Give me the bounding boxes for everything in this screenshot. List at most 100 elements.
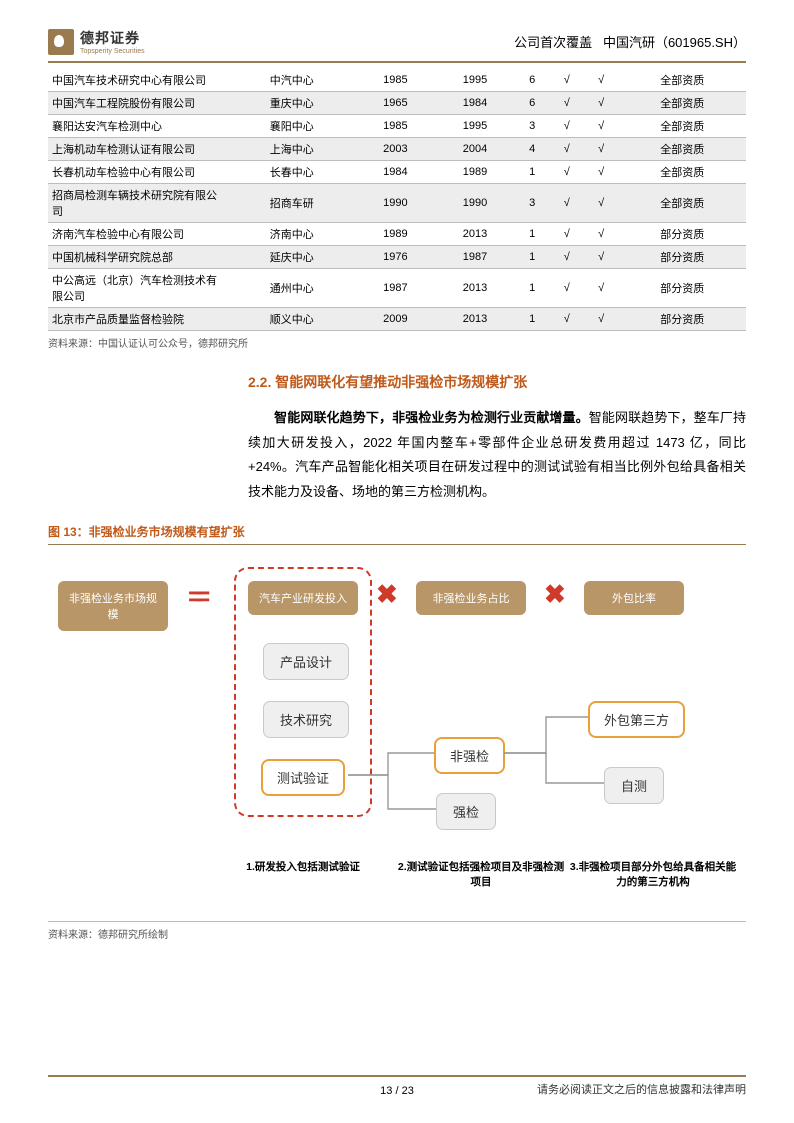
table-cell: 延庆中心 bbox=[228, 246, 356, 269]
table-cell: 1989 bbox=[356, 223, 436, 246]
table-row: 济南汽车检验中心有限公司济南中心198920131√√部分资质 bbox=[48, 223, 746, 246]
logo-subtitle: Topsperity Securities bbox=[80, 48, 145, 55]
table-row: 中公高远（北京）汽车检测技术有限公司通州中心198720131√√部分资质 bbox=[48, 269, 746, 308]
table-cell: 1990 bbox=[356, 184, 436, 223]
table-cell: 1 bbox=[515, 308, 550, 331]
table-cell: 全部资质 bbox=[618, 161, 746, 184]
table-cell: √ bbox=[550, 246, 584, 269]
table-row: 招商局检测车辆技术研究院有限公司招商车研199019903√√全部资质 bbox=[48, 184, 746, 223]
table-cell: 1990 bbox=[435, 184, 515, 223]
logo-icon bbox=[48, 29, 74, 55]
table-cell: 招商车研 bbox=[228, 184, 356, 223]
table-cell: 4 bbox=[515, 138, 550, 161]
caption-3: 3.非强检项目部分外包给具备相关能力的第三方机构 bbox=[568, 859, 738, 889]
table-cell: 北京市产品质量监督检验院 bbox=[48, 308, 228, 331]
table-cell: √ bbox=[584, 92, 618, 115]
table-cell: 2013 bbox=[435, 269, 515, 308]
multiply-icon: ✖ bbox=[376, 579, 398, 610]
equals-icon: == bbox=[188, 581, 202, 612]
table-cell: 招商局检测车辆技术研究院有限公司 bbox=[48, 184, 228, 223]
figure-diagram: 非强检业务市场规模 == 汽车产业研发投入 ✖ 非强检业务占比 ✖ 外包比率 产… bbox=[48, 561, 746, 921]
table-cell: 济南汽车检验中心有限公司 bbox=[48, 223, 228, 246]
table-cell: 上海中心 bbox=[228, 138, 356, 161]
table-cell: 1985 bbox=[356, 115, 436, 138]
table-cell: √ bbox=[584, 115, 618, 138]
header-rule bbox=[48, 61, 746, 63]
table-row: 中国汽车技术研究中心有限公司中汽中心198519956√√全部资质 bbox=[48, 69, 746, 92]
table-cell: 中公高远（北京）汽车检测技术有限公司 bbox=[48, 269, 228, 308]
table-cell: 2013 bbox=[435, 223, 515, 246]
table-cell: 全部资质 bbox=[618, 184, 746, 223]
table-cell: √ bbox=[584, 246, 618, 269]
table-cell: 1 bbox=[515, 246, 550, 269]
table-cell: 全部资质 bbox=[618, 92, 746, 115]
table-cell: √ bbox=[550, 269, 584, 308]
coverage-label: 公司首次覆盖 bbox=[514, 35, 592, 50]
table-cell: 2009 bbox=[356, 308, 436, 331]
figure-rule bbox=[48, 544, 746, 545]
table-source: 资料来源：中国认证认可公众号，德邦研究所 bbox=[48, 335, 746, 350]
page-header: 德邦证券 Topsperity Securities 公司首次覆盖 中国汽研（6… bbox=[48, 28, 746, 55]
footer-rule bbox=[48, 1075, 746, 1077]
box-design: 产品设计 bbox=[263, 643, 349, 680]
table-cell: 全部资质 bbox=[618, 69, 746, 92]
table-row: 中国机械科学研究院总部延庆中心197619871√√部分资质 bbox=[48, 246, 746, 269]
table-cell: 襄阳达安汽车检测中心 bbox=[48, 115, 228, 138]
table-cell: 3 bbox=[515, 184, 550, 223]
table-cell: 1995 bbox=[435, 115, 515, 138]
table-cell: 全部资质 bbox=[618, 115, 746, 138]
table-cell: 6 bbox=[515, 92, 550, 115]
figure-title: 图 13：非强检业务市场规模有望扩张 bbox=[48, 523, 746, 540]
table-cell: 中国机械科学研究院总部 bbox=[48, 246, 228, 269]
logo-name: 德邦证券 bbox=[80, 28, 145, 48]
caption-1: 1.研发投入包括测试验证 bbox=[218, 859, 388, 874]
footer: 请务必阅读正文之后的信息披露和法律声明 bbox=[48, 1081, 746, 1097]
section-title: 2.2. 智能网联化有望推动非强检市场规模扩张 bbox=[248, 372, 746, 392]
table-cell: 1995 bbox=[435, 69, 515, 92]
table-cell: √ bbox=[584, 308, 618, 331]
table-cell: √ bbox=[550, 184, 584, 223]
table-cell: 济南中心 bbox=[228, 223, 356, 246]
table-row: 襄阳达安汽车检测中心襄阳中心198519953√√全部资质 bbox=[48, 115, 746, 138]
table-cell: 1 bbox=[515, 161, 550, 184]
table-cell: 1984 bbox=[435, 92, 515, 115]
table-cell: 2003 bbox=[356, 138, 436, 161]
table-cell: 3 bbox=[515, 115, 550, 138]
eq-box-outsource: 外包比率 bbox=[584, 581, 684, 615]
table-cell: 部分资质 bbox=[618, 308, 746, 331]
qualification-table: 中国汽车技术研究中心有限公司中汽中心198519956√√全部资质中国汽车工程院… bbox=[48, 69, 746, 331]
table-cell: 1965 bbox=[356, 92, 436, 115]
table-cell: √ bbox=[584, 223, 618, 246]
table-cell: 襄阳中心 bbox=[228, 115, 356, 138]
table-cell: √ bbox=[584, 269, 618, 308]
box-outsource-3p: 外包第三方 bbox=[588, 701, 685, 738]
stock-label: 中国汽研（601965.SH） bbox=[603, 35, 746, 50]
table-cell: √ bbox=[584, 138, 618, 161]
table-cell: √ bbox=[584, 69, 618, 92]
header-right: 公司首次覆盖 中国汽研（601965.SH） bbox=[514, 32, 746, 51]
box-tech: 技术研究 bbox=[263, 701, 349, 738]
table-cell: √ bbox=[550, 223, 584, 246]
table-cell: 通州中心 bbox=[228, 269, 356, 308]
table-cell: 2013 bbox=[435, 308, 515, 331]
table-cell: √ bbox=[550, 138, 584, 161]
table-cell: 1976 bbox=[356, 246, 436, 269]
table-cell: √ bbox=[550, 69, 584, 92]
table-cell: √ bbox=[550, 308, 584, 331]
logo: 德邦证券 Topsperity Securities bbox=[48, 28, 145, 55]
table-cell: 1 bbox=[515, 223, 550, 246]
multiply-icon: ✖ bbox=[544, 579, 566, 610]
table-cell: 2004 bbox=[435, 138, 515, 161]
caption-2: 2.测试验证包括强检项目及非强检测项目 bbox=[396, 859, 566, 889]
table-cell: √ bbox=[584, 184, 618, 223]
table-cell: 部分资质 bbox=[618, 269, 746, 308]
table-cell: 1985 bbox=[356, 69, 436, 92]
table-row: 长春机动车检验中心有限公司长春中心198419891√√全部资质 bbox=[48, 161, 746, 184]
box-test: 测试验证 bbox=[261, 759, 345, 796]
table-cell: 1987 bbox=[356, 269, 436, 308]
figure-bottom-rule bbox=[48, 921, 746, 922]
table-cell: 长春机动车检验中心有限公司 bbox=[48, 161, 228, 184]
table-cell: 长春中心 bbox=[228, 161, 356, 184]
footer-disclaimer: 请务必阅读正文之后的信息披露和法律声明 bbox=[537, 1081, 746, 1097]
table-cell: √ bbox=[550, 92, 584, 115]
